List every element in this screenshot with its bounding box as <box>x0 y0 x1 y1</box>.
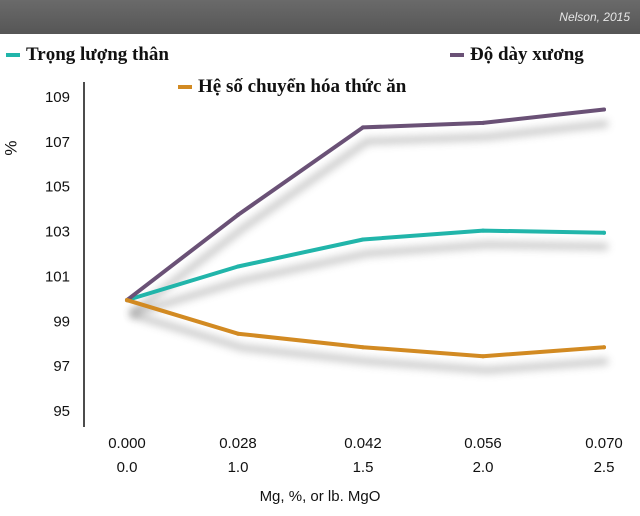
data-point-1-2 <box>361 125 365 130</box>
legend-item-feed-conversion: Hệ số chuyển hóa thức ăn <box>178 76 406 98</box>
x-tick-label-secondary: 1.5 <box>353 459 374 476</box>
series-shadow-1 <box>128 120 609 317</box>
x-tick-label: 0.000 <box>108 435 146 452</box>
legend-item-bone-thickness: Độ dày xương <box>450 44 584 66</box>
series-line-1 <box>125 107 606 303</box>
data-point-2-2 <box>361 345 365 350</box>
data-point-2-1 <box>236 331 240 336</box>
data-point-0-1 <box>236 264 240 269</box>
legend-swatch-body-weight <box>6 53 20 57</box>
legend-label-body-weight: Trọng lượng thân <box>26 44 169 65</box>
data-point-0-4 <box>602 230 606 235</box>
x-tick-label-secondary: 1.0 <box>228 459 249 476</box>
y-tick-label: 105 <box>45 179 70 196</box>
data-point-1-1 <box>236 212 240 217</box>
x-tick-label-secondary: 2.0 <box>473 459 494 476</box>
source-label: Nelson, 2015 <box>559 10 630 24</box>
x-tick-label: 0.070 <box>585 435 623 452</box>
series-shadow-0 <box>129 241 609 318</box>
y-tick-label: 107 <box>45 134 70 151</box>
legend-item-body-weight: Trọng lượng thân <box>6 44 169 66</box>
legend-label-feed-conversion: Hệ số chuyển hóa thức ăn <box>198 76 407 97</box>
x-tick-label: 0.056 <box>464 435 502 452</box>
legend-swatch-bone-thickness <box>450 53 464 57</box>
x-tick-label-secondary: 0.0 <box>117 459 138 476</box>
data-point-2-4 <box>602 345 606 350</box>
data-point-0-3 <box>481 228 485 233</box>
header-bar: Nelson, 2015 <box>0 0 640 34</box>
series-shadow-2 <box>129 310 609 374</box>
y-tick-label: 95 <box>53 403 70 420</box>
data-point-1-3 <box>481 120 485 125</box>
data-point-2-0 <box>125 298 129 303</box>
data-point-1-4 <box>602 107 606 112</box>
legend-swatch-feed-conversion <box>178 85 192 89</box>
x-tick-label: 0.028 <box>219 435 257 452</box>
x-tick-label-secondary: 2.5 <box>594 459 615 476</box>
y-tick-label: 109 <box>45 89 70 106</box>
y-tick-label: 97 <box>53 358 70 375</box>
x-axis-label: Mg, %, or lb. MgO <box>259 488 381 505</box>
legend-label-bone-thickness: Độ dày xương <box>470 44 584 65</box>
data-point-2-3 <box>481 354 485 359</box>
y-tick-label: 99 <box>53 313 70 330</box>
y-tick-label: 101 <box>45 268 70 285</box>
y-tick-label: 103 <box>45 224 70 241</box>
data-point-0-2 <box>361 237 365 242</box>
x-tick-label: 0.042 <box>344 435 382 452</box>
series-line-2 <box>125 298 606 359</box>
